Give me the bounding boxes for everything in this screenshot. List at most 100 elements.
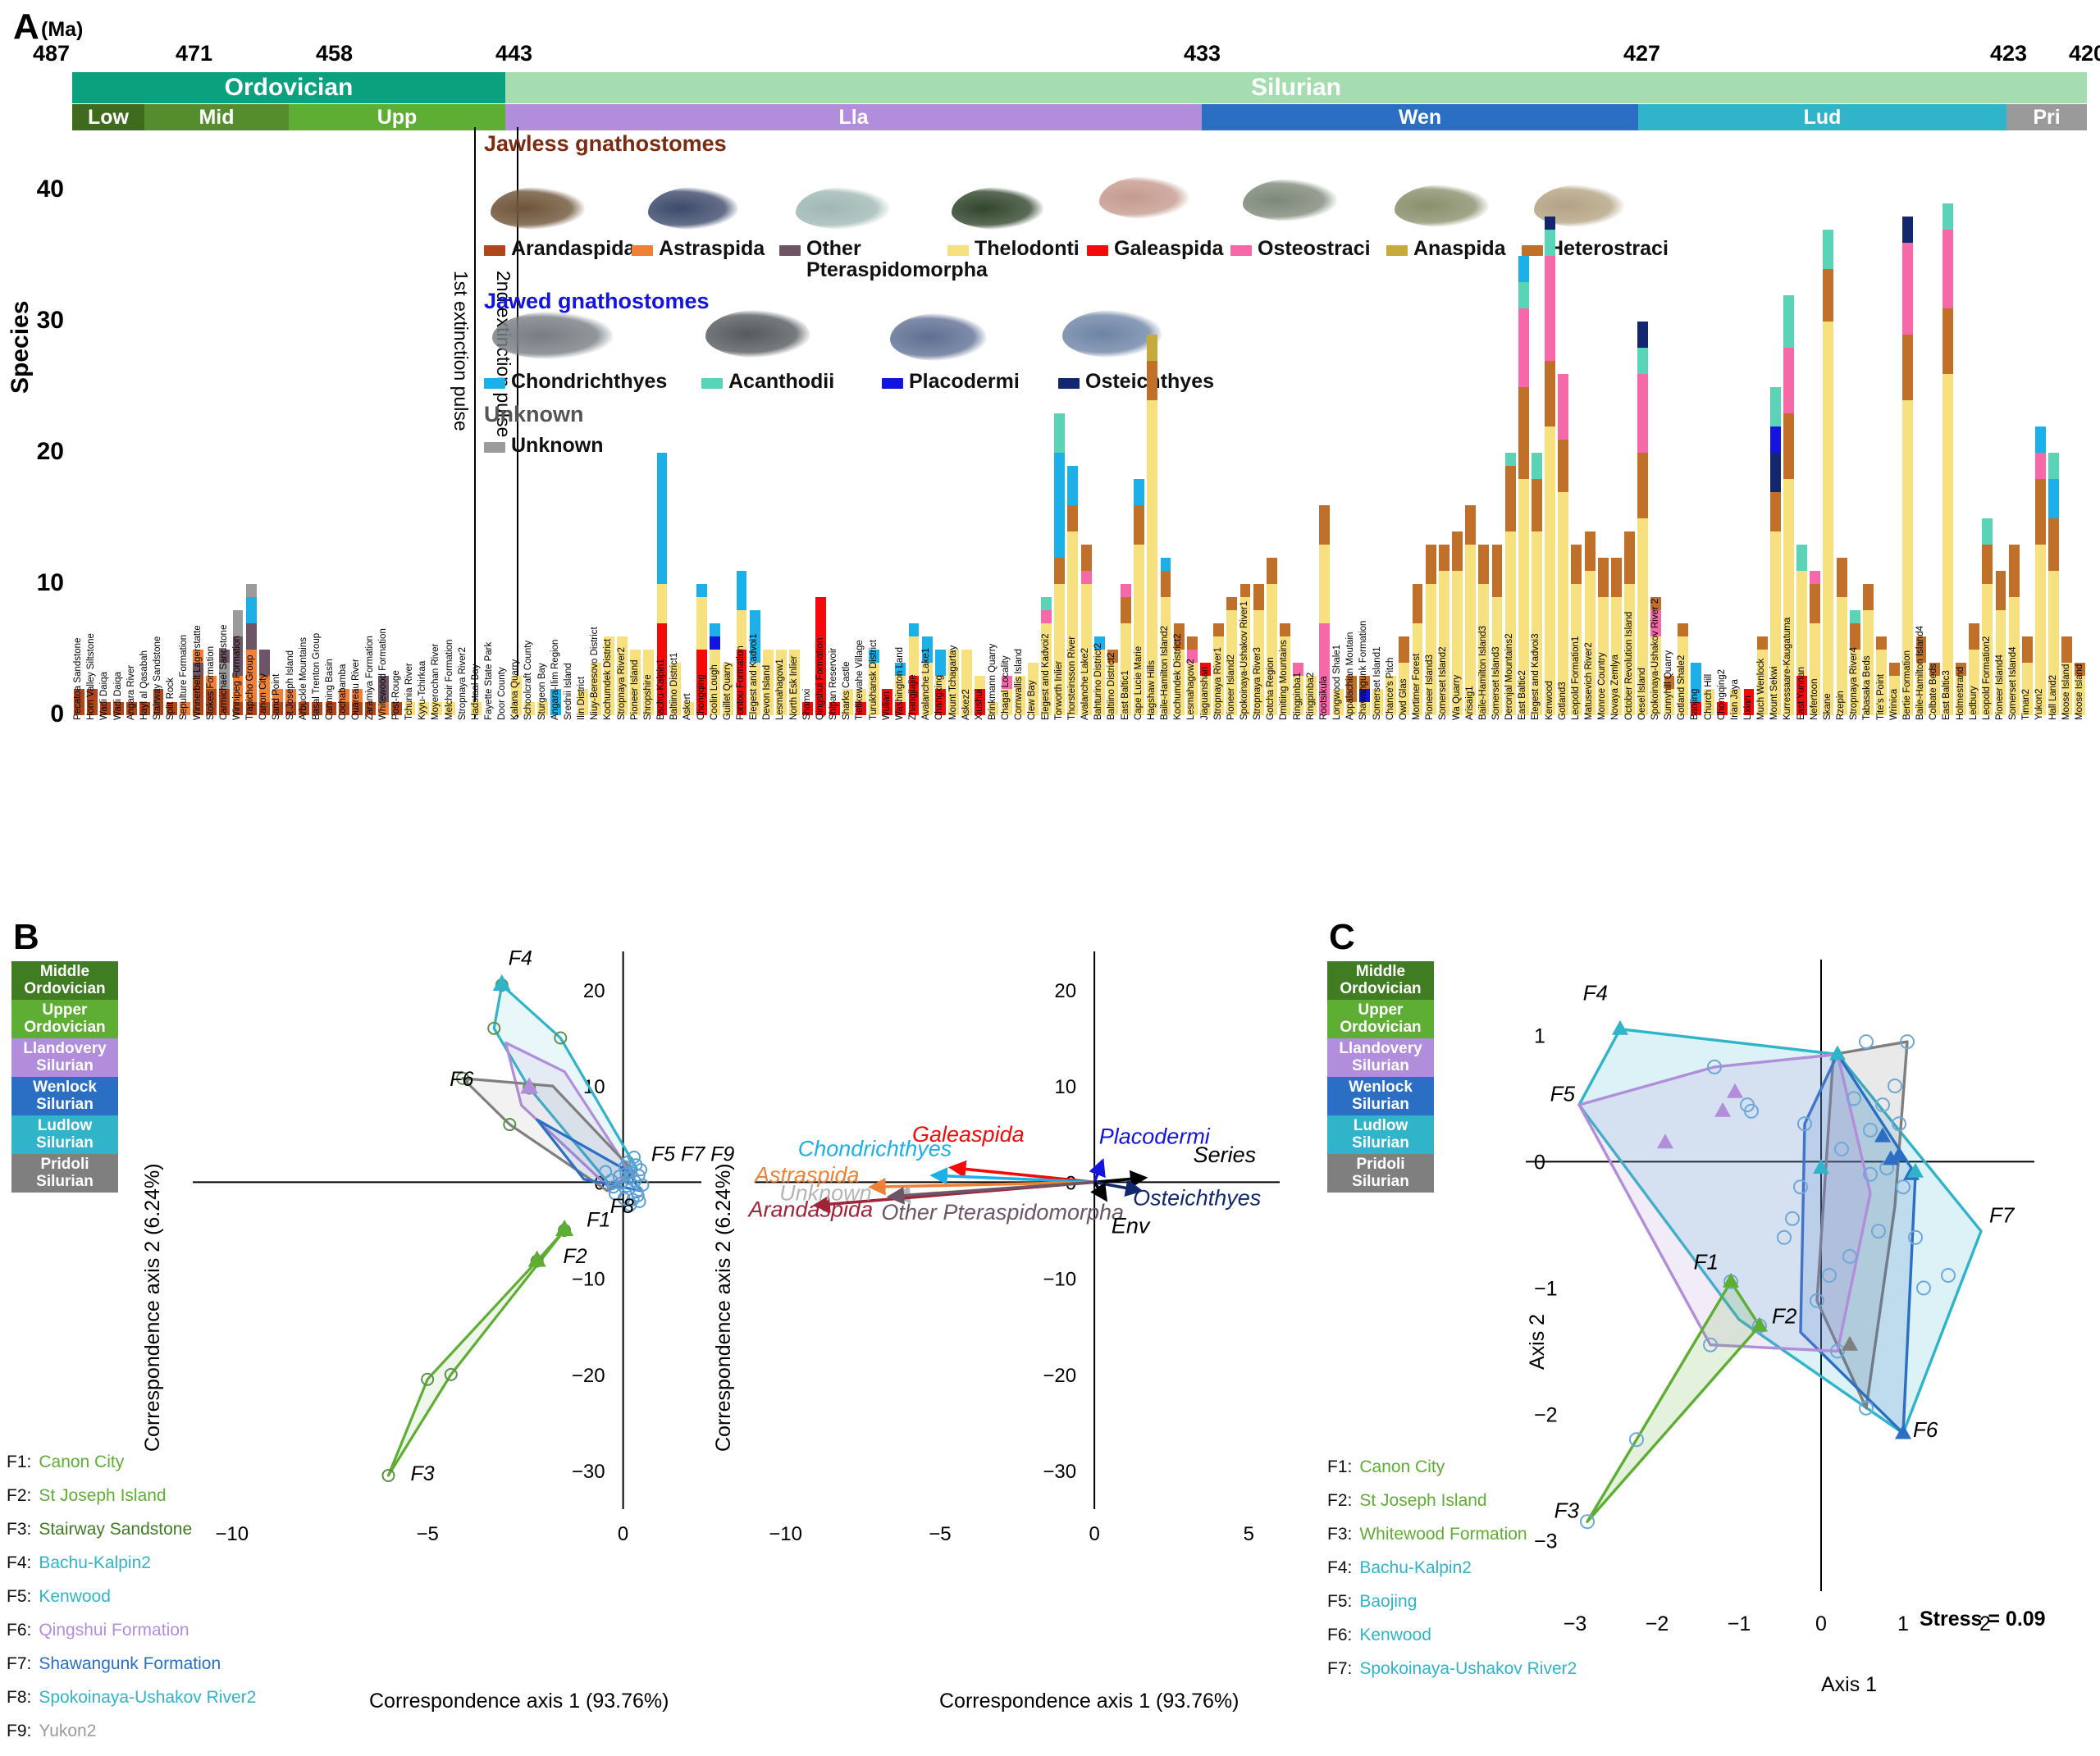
bar-segment [1571, 584, 1582, 715]
bar-segment [1650, 636, 1662, 715]
bar-segment [617, 636, 628, 715]
locality-bar [1717, 702, 1728, 715]
locality-bar [1080, 545, 1092, 715]
y-tick-label: 1 [1534, 1024, 1545, 1047]
bar-segment [1597, 558, 1609, 597]
bar-segment [1266, 558, 1277, 584]
bar-segment [193, 650, 203, 663]
bar-segment [1876, 636, 1887, 650]
legend-label: Astraspida [659, 237, 765, 260]
locality-label: Longwood Shale1 [1332, 644, 1343, 720]
bar-segment [272, 702, 283, 715]
legend-item-thelodonti: Thelodonti [947, 238, 1080, 259]
fish-silhouette-icon [1243, 179, 1337, 221]
bar-segment [1982, 584, 1993, 715]
bar-segment [1134, 479, 1145, 505]
locality-bar [245, 584, 257, 715]
locality-label: Clew Bay [1027, 680, 1038, 720]
fish-silhouette-icon [1062, 310, 1162, 358]
period-legend-row: Pridoli Silurian [11, 1154, 118, 1193]
locality-label: Schoolcraft County [523, 640, 534, 720]
bar-segment [2034, 453, 2046, 479]
hull-label: F6 [450, 1068, 473, 1091]
site-point [1580, 1514, 1595, 1530]
legend-label: Placodermi [909, 370, 1020, 393]
site-point [1847, 1091, 1861, 1106]
y-tick-label: 20 [1054, 980, 1076, 1002]
locality-label: Baile-Hamilton Island2 [1160, 625, 1171, 720]
bar-segment [1399, 663, 1410, 715]
locality-label: Pioneer Island2 [1226, 655, 1236, 720]
locality-label: Oesel Island [1637, 668, 1647, 720]
locality-bar [1213, 623, 1225, 715]
bar-segment [1849, 650, 1860, 715]
locality-bar [113, 702, 124, 715]
hull-label: F2 [1772, 1304, 1797, 1329]
period-legend-line: Wenlock [1349, 1079, 1413, 1097]
bar-segment [1001, 689, 1012, 715]
locality-bar [1226, 597, 1238, 715]
period-legend-row: Wenlock Silurian [11, 1077, 118, 1116]
bar-segment [404, 702, 416, 715]
bar-segment [1637, 374, 1649, 454]
locality-label: Sharks Castle [842, 661, 852, 720]
locality-bar [1876, 636, 1887, 715]
locality-bar [1664, 676, 1675, 715]
epoch-bar: Wen [1202, 104, 1638, 130]
formation-key: F3: [7, 1520, 32, 1539]
locality-bar [86, 689, 98, 715]
locality-label: Sepulture Formation [179, 634, 189, 720]
legend-swatch [484, 378, 505, 389]
formation-name: Canon City [1359, 1457, 1445, 1476]
locality-label: Stropnaya River2 [616, 647, 627, 720]
bar-segment [1664, 689, 1675, 715]
period-legend-line: Upper [1358, 1001, 1404, 1019]
taxon-arrow-label: Placodermi [1099, 1124, 1211, 1148]
x-tick-label: 0 [1089, 1523, 1099, 1545]
formation-name: Kenwood [39, 1587, 111, 1606]
y-tick-label: −1 [1534, 1277, 1558, 1300]
bar-segment [1452, 531, 1463, 571]
epoch-bar: Lla [505, 104, 1202, 130]
locality-label: Angara River [126, 664, 136, 720]
bar-segment [445, 702, 455, 715]
locality-label: Wa Quarry [1451, 674, 1462, 720]
locality-label: Washington Land [894, 646, 905, 720]
locality-label: Gotland Shale2 [1677, 655, 1687, 720]
legend-item-osteostraci: Osteostraci [1230, 238, 1371, 259]
bar-segment [1637, 322, 1649, 349]
locality-label: Stropnaya River3 [1253, 647, 1263, 720]
locality-label: Holmestrand [1955, 666, 1965, 720]
locality-bar [975, 676, 986, 715]
locality-label: Turukhansk District [868, 640, 879, 720]
formation-name: St Joseph Island [39, 1486, 167, 1505]
locality-label: Somerset Island4 [2008, 646, 2019, 721]
locality-label: Timan2 [2021, 689, 2032, 720]
formation-legend-row: F2: St Joseph Island [7, 1487, 256, 1504]
species-tick-label: 40 [36, 176, 64, 203]
locality-label: Niuy-Beresovo District [590, 627, 600, 720]
site-marker [1842, 1335, 1858, 1351]
bar-segment [1902, 400, 1914, 715]
panel-b-period-legend: Middle Ordovician Upper Ordovician Llandover… [11, 961, 118, 1193]
bar-segment [934, 676, 946, 689]
bar-segment [1518, 308, 1529, 387]
locality-bar [1054, 413, 1066, 715]
y-tick-label: −20 [572, 1365, 605, 1387]
site-point [1830, 1343, 1845, 1359]
bar-segment [166, 702, 177, 715]
locality-bar [1372, 689, 1383, 715]
bar-segment [365, 702, 376, 715]
taxon-arrow [886, 1180, 1095, 1205]
taxon-arrow [929, 1167, 1095, 1185]
y-tick-label: 20 [583, 980, 605, 1002]
locality-bar [736, 571, 747, 715]
locality-label: Wadi Daiqa [99, 671, 110, 720]
locality-bar [630, 650, 641, 715]
x-tick-label: −10 [769, 1523, 802, 1545]
bar-segment [126, 702, 138, 715]
bar-segment [2048, 453, 2060, 479]
locality-label: Zhangjiajie [908, 674, 919, 720]
locality-bar [1465, 505, 1477, 715]
legend-label: Osteostraci [1258, 237, 1371, 260]
